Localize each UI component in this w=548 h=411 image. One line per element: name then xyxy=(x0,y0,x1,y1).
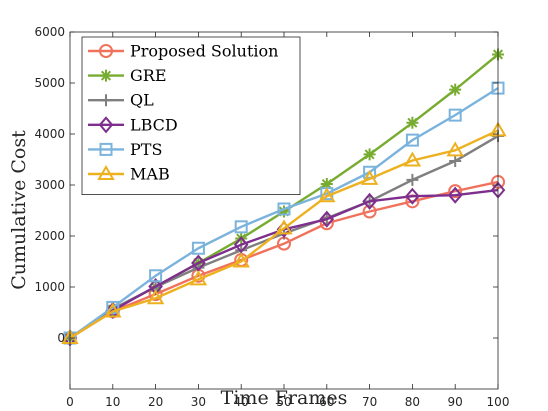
data-point-lbcd xyxy=(233,236,249,254)
data-point-pts xyxy=(234,220,248,234)
data-point-gre xyxy=(363,148,376,161)
series-line-pts xyxy=(69,87,499,339)
legend-marker xyxy=(99,142,113,156)
y-tick-label: 3000 xyxy=(34,178,65,192)
data-point-lbcd xyxy=(319,210,335,228)
legend-label: LBCD xyxy=(130,115,178,134)
legend-item-lbcd: LBCD xyxy=(88,115,178,134)
x-axis-label: Time Frames xyxy=(221,387,348,409)
data-point-mab xyxy=(403,151,422,167)
data-point-lbcd xyxy=(191,254,206,272)
data-point-mab xyxy=(275,219,293,235)
data-point-mab xyxy=(146,289,165,305)
x-tick-label: 40 xyxy=(234,395,249,409)
y-tick-label: 1000 xyxy=(34,280,65,294)
series-line-proposed-solution xyxy=(69,180,499,340)
data-point-lbcd xyxy=(447,186,463,204)
data-point-gre xyxy=(406,116,419,129)
legend-item-pts: PTS xyxy=(88,140,162,159)
legend-item-proposed-solution: Proposed Solution xyxy=(88,42,278,61)
x-tick-label: 0 xyxy=(66,395,74,409)
data-point-gre xyxy=(449,83,462,96)
data-point-mab xyxy=(232,252,250,268)
data-point-pts xyxy=(106,300,120,314)
x-tick-label: 50 xyxy=(276,395,291,409)
legend-label: QL xyxy=(130,91,154,110)
legend-box xyxy=(81,36,301,196)
legend-label: Proposed Solution xyxy=(130,42,278,61)
x-tick-label: 80 xyxy=(405,395,420,409)
data-point-gre xyxy=(320,177,333,190)
y-tick-label: 5000 xyxy=(34,76,65,90)
data-point-proposed-solution xyxy=(448,184,463,199)
data-point-pts xyxy=(405,133,419,147)
y-tick-label: 0 xyxy=(57,331,65,345)
data-point-lbcd xyxy=(405,187,420,205)
data-point-pts xyxy=(149,269,163,283)
y-tick-label: 6000 xyxy=(34,25,65,39)
series-mab xyxy=(61,121,507,344)
legend-marker xyxy=(99,44,113,58)
series-line-mab xyxy=(69,129,499,340)
data-point-pts xyxy=(277,202,291,216)
data-point-mab xyxy=(318,187,336,203)
legend-marker xyxy=(100,69,112,82)
data-point-mab xyxy=(104,302,122,318)
legend-marker xyxy=(97,165,115,180)
x-tick-label: 70 xyxy=(362,395,377,409)
series-pts xyxy=(63,81,505,345)
legend-label: MAB xyxy=(130,165,170,184)
data-point-pts xyxy=(448,108,462,122)
data-point-pts xyxy=(191,241,205,255)
y-tick-label: 4000 xyxy=(34,127,65,141)
legend: Proposed Solution GRE QL LBCD PTS MAB xyxy=(81,36,301,196)
data-point-ql xyxy=(406,173,419,186)
x-tick-label: 60 xyxy=(319,395,334,409)
y-tick-label: 2000 xyxy=(34,229,65,243)
legend-item-gre: GRE xyxy=(88,66,167,85)
legend-label: PTS xyxy=(130,140,162,159)
x-tick-label: 20 xyxy=(148,395,163,409)
legend-marker xyxy=(100,94,112,107)
legend-label: GRE xyxy=(130,66,167,85)
legend-item-mab: MAB xyxy=(88,165,170,184)
data-point-mab xyxy=(189,270,208,286)
x-tick-label: 10 xyxy=(105,395,120,409)
data-point-ql xyxy=(449,155,462,168)
x-tick-label: 100 xyxy=(487,395,510,409)
data-point-gre xyxy=(278,205,290,218)
data-point-lbcd xyxy=(148,277,163,296)
y-axis-label: Cumulative Cost xyxy=(8,130,30,290)
data-point-mab xyxy=(360,169,379,185)
data-point-lbcd xyxy=(362,192,377,210)
legend-item-ql: QL xyxy=(88,91,154,110)
x-tick-label: 90 xyxy=(448,395,463,409)
data-point-mab xyxy=(446,141,464,157)
x-tick-label: 30 xyxy=(191,395,206,409)
legend-marker xyxy=(98,116,114,134)
